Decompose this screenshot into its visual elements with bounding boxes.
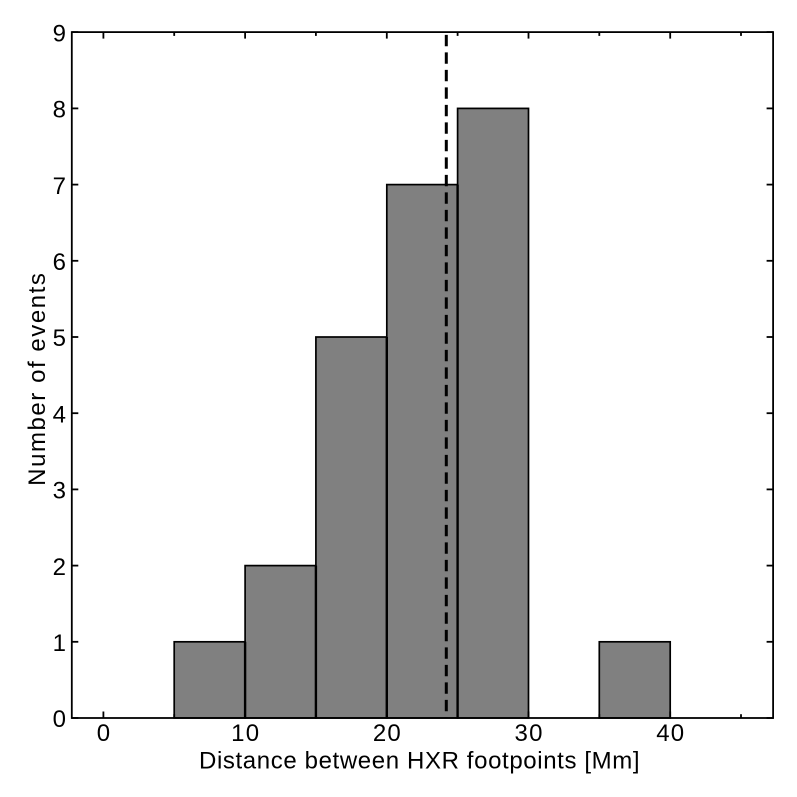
svg-text:9: 9 bbox=[53, 20, 66, 47]
svg-text:6: 6 bbox=[53, 249, 66, 276]
svg-text:3: 3 bbox=[53, 478, 66, 505]
svg-text:30: 30 bbox=[515, 720, 544, 747]
svg-text:20: 20 bbox=[373, 720, 402, 747]
svg-text:5: 5 bbox=[53, 325, 66, 352]
svg-text:8: 8 bbox=[53, 97, 66, 124]
svg-text:1: 1 bbox=[53, 630, 66, 657]
svg-text:40: 40 bbox=[656, 720, 685, 747]
svg-text:2: 2 bbox=[53, 554, 66, 581]
svg-text:0: 0 bbox=[53, 706, 66, 733]
svg-text:Number of events: Number of events bbox=[24, 272, 51, 486]
svg-text:0: 0 bbox=[97, 720, 112, 747]
svg-text:4: 4 bbox=[53, 401, 66, 428]
svg-text:Distance between HXR footpoint: Distance between HXR footpoints [Mm] bbox=[199, 748, 640, 775]
svg-text:10: 10 bbox=[231, 720, 260, 747]
svg-text:7: 7 bbox=[53, 173, 66, 200]
